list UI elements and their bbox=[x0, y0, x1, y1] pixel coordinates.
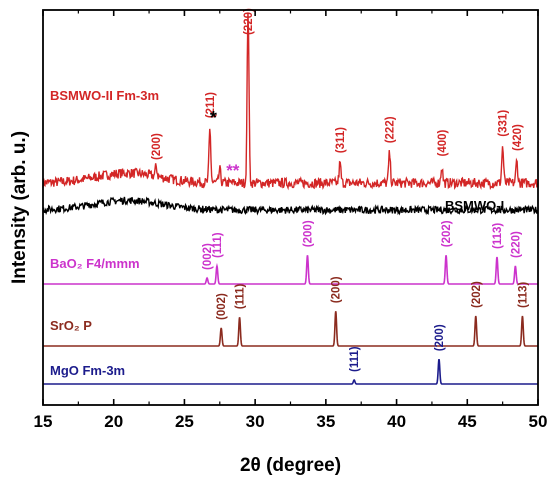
x-axis-title: 2θ (degree) bbox=[240, 455, 341, 476]
series-sro2-p-line bbox=[43, 311, 538, 347]
series-mgo-fm-3m-label: MgO Fm-3m bbox=[50, 363, 125, 378]
series-bao2-f4-mmm-line bbox=[43, 255, 538, 285]
series-bsmwo-ii-fm-3m-peak-label-7: (420) bbox=[512, 124, 524, 151]
x-tick-label-6: 45 bbox=[458, 412, 477, 431]
series-sro2-p-peak-label-3: (202) bbox=[471, 281, 483, 308]
x-tick-label-0: 15 bbox=[34, 412, 53, 431]
series-bsmwo-ii-fm-3m-line bbox=[42, 12, 539, 191]
series-bao2-f4-mmm-peak-label-3: (202) bbox=[441, 220, 453, 247]
series-bao2-f4-mmm-peak-label-0: (002) bbox=[202, 243, 214, 270]
series-bao2-f4-mmm-peak-label-4: (113) bbox=[492, 223, 504, 249]
series-mgo-fm-3m-peak-label-1: (200) bbox=[434, 324, 446, 351]
series-bsmwo-ii-fm-3m-peak-label-2: (220) bbox=[243, 8, 255, 35]
series-bsmwo-ii-fm-3m-peak-label-3: (311) bbox=[335, 127, 347, 153]
series-bsmwo-ii-fm-3m-peak-label-1: (211) bbox=[205, 92, 217, 118]
x-tick-label-4: 35 bbox=[316, 412, 335, 431]
series-mgo-fm-3m-line bbox=[43, 359, 538, 385]
series-sro2-p-label: SrO₂ P bbox=[50, 318, 92, 333]
series-sro2-p-peak-label-2: (200) bbox=[331, 276, 343, 303]
series-sro2-p-peak-label-1: (111) bbox=[235, 283, 247, 309]
series-bsmwo-ii-fm-3m-peak-label-0: (200) bbox=[151, 133, 163, 160]
series-bsmwo-ii-fm-3m-marker-0: * bbox=[210, 108, 217, 128]
series-bsmwo-i-label: BSMWO-I bbox=[445, 198, 504, 213]
x-tick-label-1: 20 bbox=[104, 412, 123, 431]
series-sro2-p-peak-label-0: (002) bbox=[216, 293, 228, 320]
series-bsmwo-ii-fm-3m-peak-label-6: (331) bbox=[498, 110, 510, 137]
series-bao2-f4-mmm-label: BaO₂ F4/mmm bbox=[50, 256, 140, 271]
series-bsmwo-i-line bbox=[42, 196, 539, 216]
x-tick-label-7: 50 bbox=[529, 412, 548, 431]
series-bsmwo-ii-fm-3m-marker-1: ** bbox=[226, 161, 240, 180]
series-bao2-f4-mmm-peak-label-1: (111) bbox=[212, 232, 224, 258]
x-tick-label-5: 40 bbox=[387, 412, 406, 431]
y-axis-title: Intensity (arb. u.) bbox=[9, 131, 30, 284]
series-bao2-f4-mmm-peak-label-2: (200) bbox=[302, 220, 314, 247]
x-tick-label-2: 25 bbox=[175, 412, 194, 431]
x-tick-label-3: 30 bbox=[246, 412, 265, 431]
series-bsmwo-ii-fm-3m-label: BSMWO-II Fm-3m bbox=[50, 88, 159, 103]
series-sro2-p-peak-label-4: (113) bbox=[517, 282, 529, 308]
series-bao2-f4-mmm-peak-label-5: (220) bbox=[510, 231, 522, 258]
series-bsmwo-ii-fm-3m-peak-label-4: (222) bbox=[385, 116, 397, 143]
series-mgo-fm-3m-peak-label-0: (111) bbox=[349, 346, 361, 372]
series-bsmwo-ii-fm-3m-peak-label-5: (400) bbox=[437, 129, 449, 156]
